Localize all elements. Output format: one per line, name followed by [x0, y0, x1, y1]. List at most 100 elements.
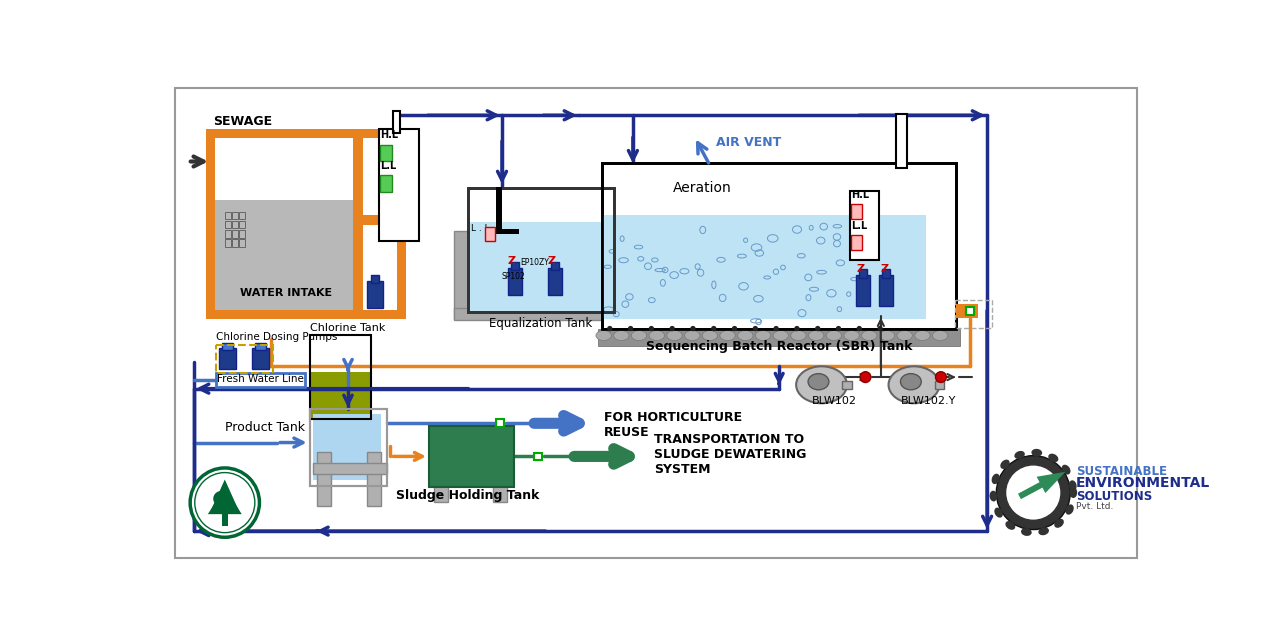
Ellipse shape	[791, 330, 806, 340]
Text: WATER INTAKE: WATER INTAKE	[241, 288, 333, 298]
Bar	[454, 231, 468, 319]
Bar	[955, 300, 992, 328]
Bar	[310, 372, 370, 419]
Bar	[215, 345, 274, 373]
Bar	[232, 212, 238, 220]
Bar	[225, 221, 230, 228]
Bar	[842, 381, 851, 388]
Ellipse shape	[755, 330, 771, 340]
Ellipse shape	[995, 508, 1004, 518]
Bar	[429, 426, 513, 487]
Bar	[221, 510, 228, 525]
Bar	[493, 452, 507, 502]
Bar	[206, 129, 379, 138]
Bar	[485, 227, 495, 241]
Bar	[215, 200, 353, 310]
Bar	[598, 328, 960, 346]
Bar	[252, 348, 269, 369]
Bar	[314, 463, 387, 474]
Text: L . L: L . L	[471, 224, 490, 233]
Ellipse shape	[826, 330, 841, 340]
Bar	[468, 188, 614, 312]
Ellipse shape	[1014, 451, 1025, 459]
Bar	[600, 231, 614, 319]
Bar	[353, 216, 406, 225]
Bar	[225, 212, 230, 220]
Bar	[856, 275, 870, 307]
Ellipse shape	[1000, 460, 1010, 469]
Wedge shape	[214, 491, 225, 506]
Bar	[552, 262, 559, 270]
Bar	[934, 381, 943, 388]
Text: Z: Z	[858, 264, 865, 274]
Bar	[371, 275, 379, 283]
Ellipse shape	[932, 330, 947, 340]
Circle shape	[996, 456, 1070, 529]
Circle shape	[712, 326, 717, 332]
Ellipse shape	[888, 366, 940, 403]
Polygon shape	[211, 479, 238, 510]
Circle shape	[836, 326, 841, 332]
Circle shape	[856, 326, 861, 332]
Circle shape	[628, 326, 634, 332]
Bar	[238, 239, 244, 247]
Ellipse shape	[1005, 521, 1015, 530]
Ellipse shape	[1038, 527, 1050, 535]
Circle shape	[1006, 465, 1061, 520]
Text: AIR VENT: AIR VENT	[716, 136, 781, 149]
Ellipse shape	[844, 330, 859, 340]
Text: ENVIRONMENTAL: ENVIRONMENTAL	[1075, 476, 1210, 490]
Ellipse shape	[1069, 480, 1076, 491]
Circle shape	[936, 372, 946, 383]
Bar	[511, 262, 518, 270]
Ellipse shape	[613, 330, 628, 340]
Circle shape	[877, 326, 883, 332]
Circle shape	[690, 326, 695, 332]
Bar	[367, 281, 383, 308]
Ellipse shape	[1048, 454, 1059, 462]
Bar	[225, 230, 230, 237]
Ellipse shape	[1070, 487, 1078, 498]
Ellipse shape	[1021, 528, 1032, 536]
Circle shape	[773, 326, 778, 332]
Ellipse shape	[915, 330, 931, 340]
Circle shape	[815, 326, 820, 332]
Ellipse shape	[631, 330, 646, 340]
Ellipse shape	[897, 330, 913, 340]
Bar	[850, 191, 879, 260]
Circle shape	[860, 372, 870, 383]
Bar	[206, 310, 360, 319]
Bar	[367, 452, 381, 506]
Text: Sequencing Batch Reactor (SBR) Tank: Sequencing Batch Reactor (SBR) Tank	[646, 340, 913, 353]
Text: Chlorine Tank: Chlorine Tank	[310, 323, 385, 333]
Bar	[238, 212, 244, 220]
Bar	[468, 188, 614, 312]
Bar	[603, 216, 927, 319]
Circle shape	[607, 326, 613, 332]
Text: L.L: L.L	[380, 161, 397, 171]
Ellipse shape	[719, 330, 735, 340]
Bar	[221, 343, 233, 350]
Text: SP102: SP102	[502, 272, 526, 282]
Bar	[879, 275, 893, 307]
Bar	[232, 221, 238, 228]
Circle shape	[732, 326, 737, 332]
Bar	[882, 269, 890, 278]
Bar	[393, 111, 401, 133]
Ellipse shape	[989, 491, 997, 502]
Bar	[495, 187, 502, 233]
Bar	[238, 221, 244, 228]
Circle shape	[794, 326, 800, 332]
Text: SEWAGE: SEWAGE	[214, 115, 273, 128]
Text: BLW102: BLW102	[813, 396, 858, 406]
Circle shape	[191, 468, 260, 537]
Bar	[380, 145, 392, 161]
Bar	[859, 269, 867, 278]
Text: Chlorine Dosing Pumps: Chlorine Dosing Pumps	[215, 332, 337, 342]
Text: H.L: H.L	[851, 191, 869, 200]
Polygon shape	[207, 487, 242, 514]
Bar	[225, 239, 230, 247]
Circle shape	[649, 326, 654, 332]
Bar	[206, 129, 215, 319]
Bar	[314, 414, 381, 479]
